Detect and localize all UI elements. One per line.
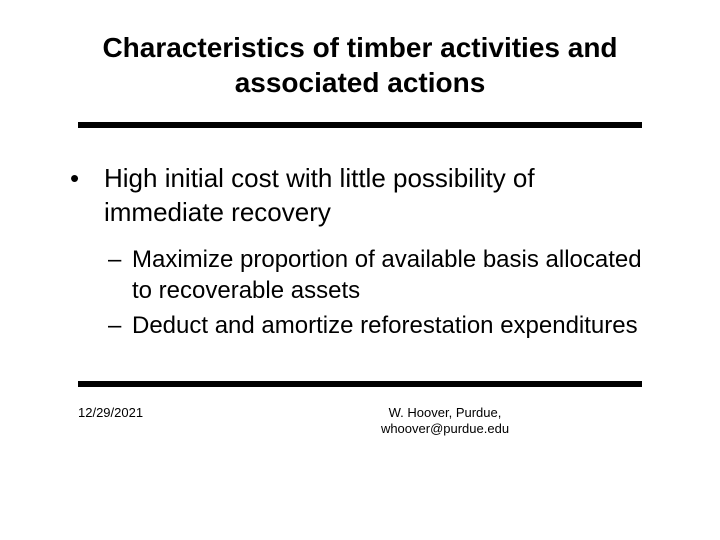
footer-date: 12/29/2021 xyxy=(78,405,248,420)
dash-marker-icon: – xyxy=(108,310,132,341)
bullet-text: Deduct and amortize reforestation expend… xyxy=(132,310,638,341)
bullet-marker-icon: • xyxy=(70,162,104,230)
slide-title: Characteristics of timber activities and… xyxy=(50,30,670,100)
dash-marker-icon: – xyxy=(108,244,132,306)
bullet-level-2: – Maximize proportion of available basis… xyxy=(108,244,650,306)
bullet-level-2: – Deduct and amortize reforestation expe… xyxy=(108,310,650,341)
slide-content: • High initial cost with little possibil… xyxy=(50,162,670,345)
title-underline xyxy=(78,122,642,128)
bullet-text: Maximize proportion of available basis a… xyxy=(132,244,650,306)
footer-rule xyxy=(78,381,642,387)
slide: Characteristics of timber activities and… xyxy=(0,0,720,540)
footer-author: W. Hoover, Purdue, whoover@purdue.edu xyxy=(248,405,642,438)
bullet-level-1: • High initial cost with little possibil… xyxy=(70,162,650,230)
slide-footer: 12/29/2021 W. Hoover, Purdue, whoover@pu… xyxy=(50,405,670,438)
footer-author-line: W. Hoover, Purdue, xyxy=(389,405,502,420)
footer-author-line: whoover@purdue.edu xyxy=(381,421,509,436)
bullet-text: High initial cost with little possibilit… xyxy=(104,162,650,230)
